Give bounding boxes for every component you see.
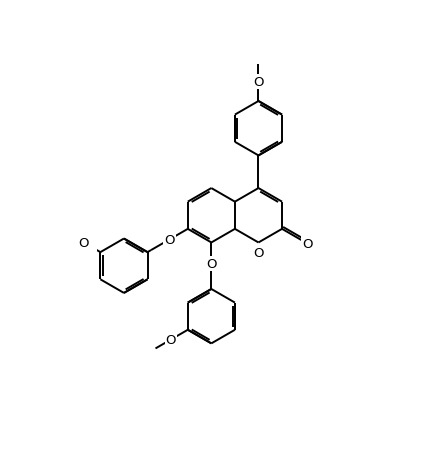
- Text: O: O: [164, 234, 175, 246]
- Text: O: O: [166, 333, 176, 346]
- Text: O: O: [253, 246, 264, 259]
- Text: O: O: [206, 258, 217, 271]
- Text: O: O: [78, 236, 89, 249]
- Text: O: O: [302, 238, 313, 251]
- Text: O: O: [253, 76, 264, 89]
